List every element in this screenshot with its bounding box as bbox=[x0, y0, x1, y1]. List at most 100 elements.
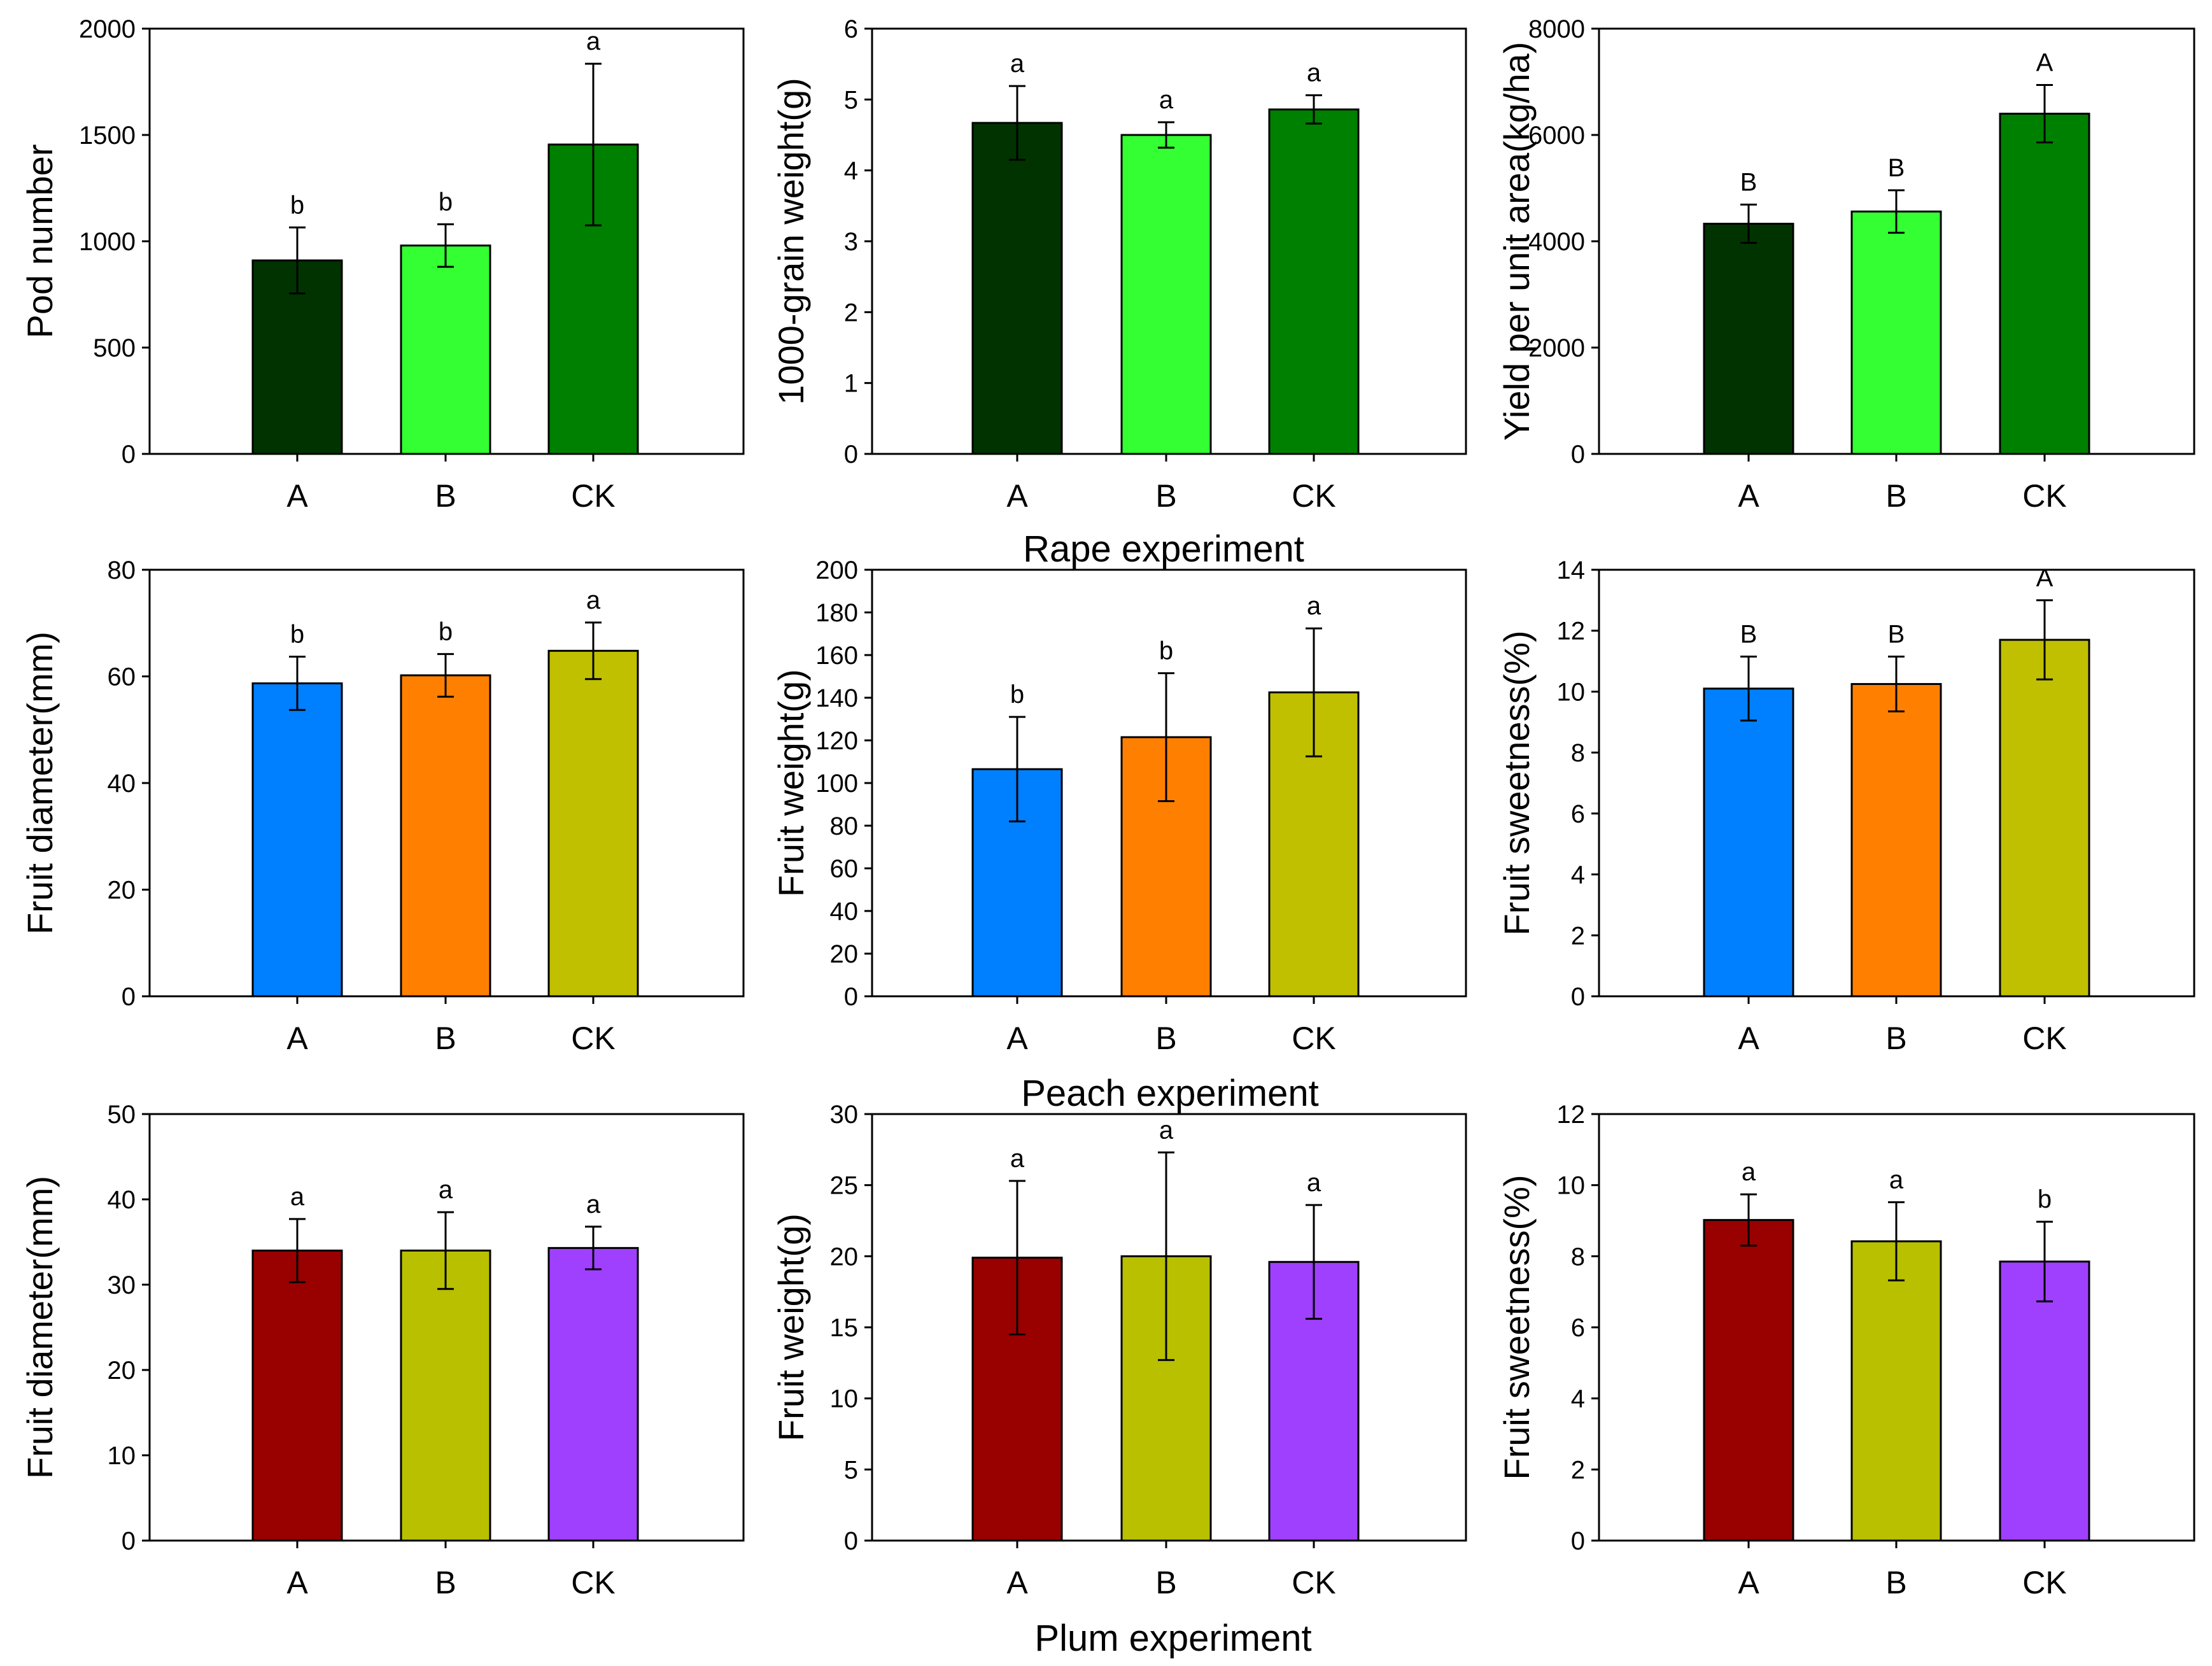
y-tick-label: 15 bbox=[830, 1314, 859, 1342]
significance-label: a bbox=[1742, 1158, 1756, 1186]
significance-label: A bbox=[2036, 564, 2053, 592]
y-tick-label: 50 bbox=[108, 1101, 136, 1129]
y-axis-label: Fruit weight(g) bbox=[771, 669, 811, 897]
group-title-plum: Plum experiment bbox=[1034, 1618, 1311, 1659]
y-tick-label: 2000 bbox=[1528, 334, 1585, 362]
significance-label: a bbox=[1307, 592, 1321, 620]
y-tick-label: 80 bbox=[830, 812, 859, 840]
y-tick-label: 160 bbox=[815, 642, 858, 670]
y-axis-label: Fruit diameter(mm) bbox=[20, 632, 60, 935]
category-label: CK bbox=[1292, 478, 1335, 514]
category-label: A bbox=[1738, 478, 1759, 514]
y-tick-label: 0 bbox=[1571, 1527, 1585, 1555]
category-label: A bbox=[286, 1565, 308, 1600]
y-tick-label: 40 bbox=[108, 770, 136, 798]
y-tick-label: 80 bbox=[108, 556, 136, 584]
y-axis-label: Fruit sweetness(%) bbox=[1497, 630, 1537, 935]
category-label: A bbox=[286, 1020, 308, 1056]
y-tick-label: 0 bbox=[1571, 441, 1585, 469]
category-label: B bbox=[1155, 1565, 1176, 1600]
y-tick-label: 3 bbox=[844, 228, 858, 256]
bar-ck bbox=[1999, 1260, 2090, 1542]
category-label: B bbox=[1885, 1565, 1906, 1600]
y-tick-label: 5 bbox=[844, 1456, 858, 1484]
significance-label: a bbox=[1159, 86, 1174, 114]
y-tick-label: 10 bbox=[108, 1442, 136, 1470]
chart-panel-3: 0 2000 4000 6000 8000 B A B B A CK Yield per unit a… bbox=[1497, 15, 2195, 514]
y-tick-label: 500 bbox=[93, 334, 136, 362]
category-label: CK bbox=[1292, 1565, 1335, 1600]
category-label: A bbox=[1006, 478, 1028, 514]
y-tick-label: 2000 bbox=[79, 15, 136, 43]
y-tick-label: 20 bbox=[108, 1357, 136, 1385]
significance-label: b bbox=[1010, 681, 1024, 709]
y-tick-label: 40 bbox=[108, 1186, 136, 1214]
chart-panel-1: 0 500 1000 1500 2000 b Ab Ba CK Pod number bbox=[20, 15, 745, 514]
y-tick-label: 10 bbox=[1557, 1172, 1586, 1200]
significance-label: A bbox=[2036, 49, 2053, 77]
category-label: B bbox=[435, 478, 456, 514]
category-label: B bbox=[435, 1020, 456, 1056]
significance-label: a bbox=[1307, 59, 1321, 87]
y-tick-label: 5 bbox=[844, 86, 858, 114]
y-tick-label: 20 bbox=[108, 877, 136, 905]
significance-label: a bbox=[1010, 1145, 1025, 1173]
category-label: B bbox=[1155, 478, 1176, 514]
plot-frame bbox=[1598, 27, 2195, 455]
bar-b bbox=[400, 1249, 491, 1542]
chart-panel-7: 0 10 20 30 40 50 a Aa Ba CK Fruit diameter(mm) bbox=[20, 1101, 745, 1600]
chart-panel-8: 0 5 10 15 20 25 30 a Aa Ba CK Fruit weight(g) bbox=[771, 1101, 1467, 1600]
chart-panel-6: 0 2 4 6 8 10 12 14 B A B B A CK Fruit sweetness(%) bbox=[1497, 556, 2195, 1056]
bar-b bbox=[1850, 682, 1942, 998]
y-tick-label: 4 bbox=[1571, 1385, 1585, 1413]
y-axis-label: Fruit diameter(mm) bbox=[20, 1176, 60, 1479]
y-tick-label: 0 bbox=[122, 1527, 136, 1555]
bar-a bbox=[971, 122, 1063, 455]
significance-label: a bbox=[439, 1176, 453, 1204]
bar-ck bbox=[547, 1246, 639, 1542]
chart-panel-9: 0 2 4 6 8 10 12 a Aa Bb CK Fruit sweetness(%) bbox=[1497, 1101, 2195, 1600]
category-label: A bbox=[1006, 1565, 1028, 1600]
significance-label: a bbox=[1307, 1169, 1321, 1197]
bar-b bbox=[400, 674, 491, 998]
group-title-peach: Peach experiment bbox=[1021, 1073, 1318, 1114]
y-tick-label: 8 bbox=[1571, 1243, 1585, 1271]
significance-label: B bbox=[1888, 620, 1905, 648]
significance-label: a bbox=[290, 1183, 305, 1211]
category-label: CK bbox=[2022, 1020, 2066, 1056]
y-tick-label: 0 bbox=[122, 441, 136, 469]
y-axis-label: Yield per unit area(kg/ha) bbox=[1497, 42, 1537, 441]
bar-b bbox=[400, 244, 491, 455]
category-label: CK bbox=[571, 478, 615, 514]
y-tick-label: 60 bbox=[108, 663, 136, 691]
bar-b bbox=[1850, 1240, 1942, 1542]
y-tick-label: 0 bbox=[1571, 983, 1585, 1011]
significance-label: a bbox=[586, 1190, 601, 1218]
y-tick-label: 0 bbox=[122, 983, 136, 1011]
chart-panel-5: 0 20 40 60 80 100 120 140 160 180 200 b Ab Ba CK Fruit … bbox=[771, 556, 1467, 1056]
y-tick-label: 1500 bbox=[79, 122, 136, 150]
y-tick-label: 8 bbox=[1571, 739, 1585, 767]
chart-panel-2: 0 1 2 3 4 5 6 a Aa Ba CK 1000-grain weight(g) bbox=[771, 15, 1467, 514]
significance-label: a bbox=[1010, 50, 1025, 78]
plot-frame bbox=[148, 568, 745, 998]
category-label: A bbox=[1738, 1020, 1759, 1056]
y-tick-label: 0 bbox=[844, 983, 858, 1011]
category-label: B bbox=[435, 1565, 456, 1600]
category-label: A bbox=[1006, 1020, 1028, 1056]
y-tick-label: 2 bbox=[844, 299, 858, 327]
y-tick-label: 6000 bbox=[1528, 122, 1585, 150]
bar-a bbox=[1703, 1218, 1794, 1542]
plot-frame bbox=[871, 568, 1467, 998]
significance-label: b bbox=[439, 618, 453, 646]
y-axis-label: Pod number bbox=[20, 144, 60, 338]
plot-frame bbox=[1598, 568, 2195, 998]
y-tick-label: 8000 bbox=[1528, 15, 1585, 43]
y-tick-label: 60 bbox=[830, 855, 859, 883]
y-tick-label: 100 bbox=[815, 770, 858, 798]
y-axis-label: Fruit weight(g) bbox=[771, 1213, 811, 1441]
bar-ck bbox=[1999, 113, 2090, 455]
y-tick-label: 1 bbox=[844, 370, 858, 398]
y-tick-label: 4 bbox=[1571, 861, 1585, 889]
